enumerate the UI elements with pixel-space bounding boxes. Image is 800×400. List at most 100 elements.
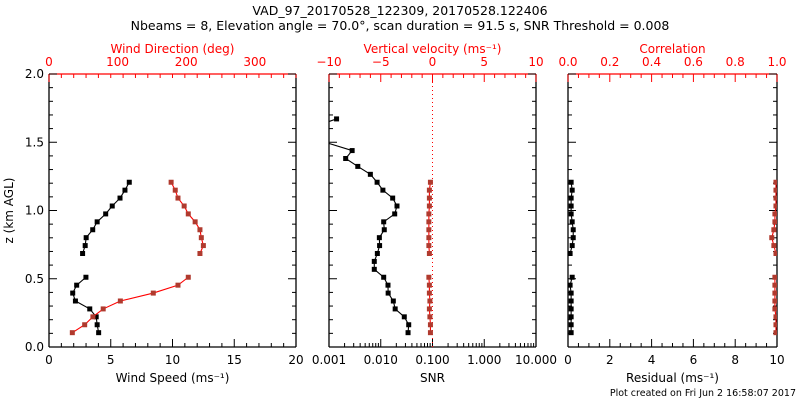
data-point-wind-speed [70, 290, 76, 296]
data-point-snr [385, 282, 391, 288]
data-point-wind-speed [80, 250, 86, 256]
data-point-wind-direction [150, 290, 156, 296]
data-point-snr [392, 211, 398, 217]
series-group [568, 179, 777, 336]
data-point-wind-direction [192, 219, 198, 225]
data-point-wind-speed [72, 298, 78, 304]
data-point-correlation [773, 195, 777, 201]
data-point-snr [371, 266, 377, 272]
x-tick-label: 0.010 [364, 353, 398, 367]
data-point-snr [381, 227, 387, 233]
data-point-wind-speed [83, 274, 89, 280]
x-tick-label: 10.000 [515, 353, 557, 367]
y-tick-label: 1.5 [25, 135, 44, 149]
data-point-correlation [772, 298, 777, 304]
x-tick-label: 20 [288, 353, 303, 367]
data-point-correlation [772, 211, 777, 217]
data-point-vertical-velocity [426, 290, 432, 296]
data-point-wind-direction [185, 274, 191, 280]
x-axis-label: Residual (ms⁻¹) [626, 371, 719, 385]
x-tick-label: 8 [731, 353, 739, 367]
data-point-vertical-velocity [426, 227, 432, 233]
series-line-vertical-velocity [428, 182, 431, 254]
data-point-residual [568, 306, 574, 312]
data-point-snr [355, 163, 361, 169]
data-point-wind-speed [94, 322, 100, 328]
data-point-wind-speed [122, 187, 128, 193]
data-point-snr [349, 148, 355, 154]
x-axis-label: Wind Speed (ms⁻¹) [116, 371, 230, 385]
top-tick-label: 0 [429, 55, 437, 69]
data-point-residual [568, 322, 574, 328]
data-point-wind-direction [200, 243, 206, 249]
data-point-residual [570, 235, 576, 241]
data-point-snr [376, 235, 382, 241]
data-point-wind-direction [69, 330, 75, 336]
top-axis-label: Correlation [639, 42, 705, 56]
data-point-wind-direction [117, 298, 123, 304]
data-point-wind-direction [197, 250, 203, 256]
data-point-vertical-velocity [426, 187, 432, 193]
data-point-residual [568, 203, 574, 209]
data-point-correlation [771, 243, 777, 249]
x-tick-label: 0.100 [415, 353, 449, 367]
data-point-residual [569, 243, 575, 249]
top-tick-label: 200 [175, 55, 198, 69]
data-point-snr [311, 124, 316, 129]
series-line-residual [569, 182, 574, 254]
data-point-correlation [773, 322, 777, 328]
data-point-snr [381, 274, 387, 280]
data-point-snr [380, 187, 386, 193]
data-point-wind-speed [117, 195, 123, 201]
top-tick-label: 100 [106, 55, 129, 69]
title-line-2: Nbeams = 8, Elevation angle = 70.0°, sca… [131, 18, 670, 33]
data-point-correlation [773, 203, 777, 209]
data-point-vertical-velocity [427, 298, 433, 304]
top-tick-label: 0.8 [726, 55, 745, 69]
data-point-residual [568, 314, 574, 320]
data-point-snr [377, 243, 383, 249]
data-point-vertical-velocity [427, 330, 433, 336]
data-point-wind-speed [82, 243, 88, 249]
data-point-residual [568, 195, 574, 201]
data-point-wind-speed [126, 179, 132, 185]
data-point-snr [334, 116, 340, 122]
data-point-snr [394, 203, 400, 209]
data-point-correlation [773, 330, 777, 336]
data-point-vertical-velocity [427, 322, 433, 328]
data-point-vertical-velocity [427, 179, 433, 185]
top-tick-label: 0.4 [642, 55, 661, 69]
data-point-vertical-velocity [427, 314, 433, 320]
data-point-residual [569, 274, 575, 280]
top-tick-label: 0.6 [684, 55, 703, 69]
data-point-vertical-velocity [426, 306, 432, 312]
data-point-snr [367, 171, 373, 177]
panel-3: 0 2 4 6 8 10 Residual (ms⁻¹) 0.0 0.2 0.4 0.6 0.8 1.0… [558, 42, 786, 385]
data-point-snr [401, 314, 407, 320]
data-point-residual [568, 211, 574, 217]
data-point-residual [569, 187, 575, 193]
data-point-correlation [773, 179, 777, 185]
data-point-snr [405, 330, 411, 336]
series-line-snr [329, 118, 410, 333]
data-point-wind-speed [87, 306, 93, 312]
top-tick-label: 0.2 [600, 55, 619, 69]
top-tick-label: 10 [528, 55, 543, 69]
y-tick-label: 2.0 [25, 67, 44, 81]
x-tick-label: 0 [564, 353, 572, 367]
data-point-vertical-velocity [426, 274, 432, 280]
data-point-wind-speed [109, 203, 115, 209]
data-point-snr [381, 219, 387, 225]
data-point-snr [385, 290, 391, 296]
data-point-snr [306, 132, 311, 137]
data-point-vertical-velocity [426, 235, 432, 241]
data-point-correlation [772, 282, 777, 288]
title-line-1: VAD_97_20170528_122309, 20170528.122406 [252, 3, 547, 18]
data-point-wind-direction [181, 203, 187, 209]
series-group [69, 179, 206, 336]
data-point-snr [374, 250, 380, 256]
data-point-wind-speed [96, 330, 102, 336]
data-point-wind-speed [94, 219, 100, 225]
data-point-residual [568, 330, 574, 336]
data-point-residual [568, 298, 574, 304]
